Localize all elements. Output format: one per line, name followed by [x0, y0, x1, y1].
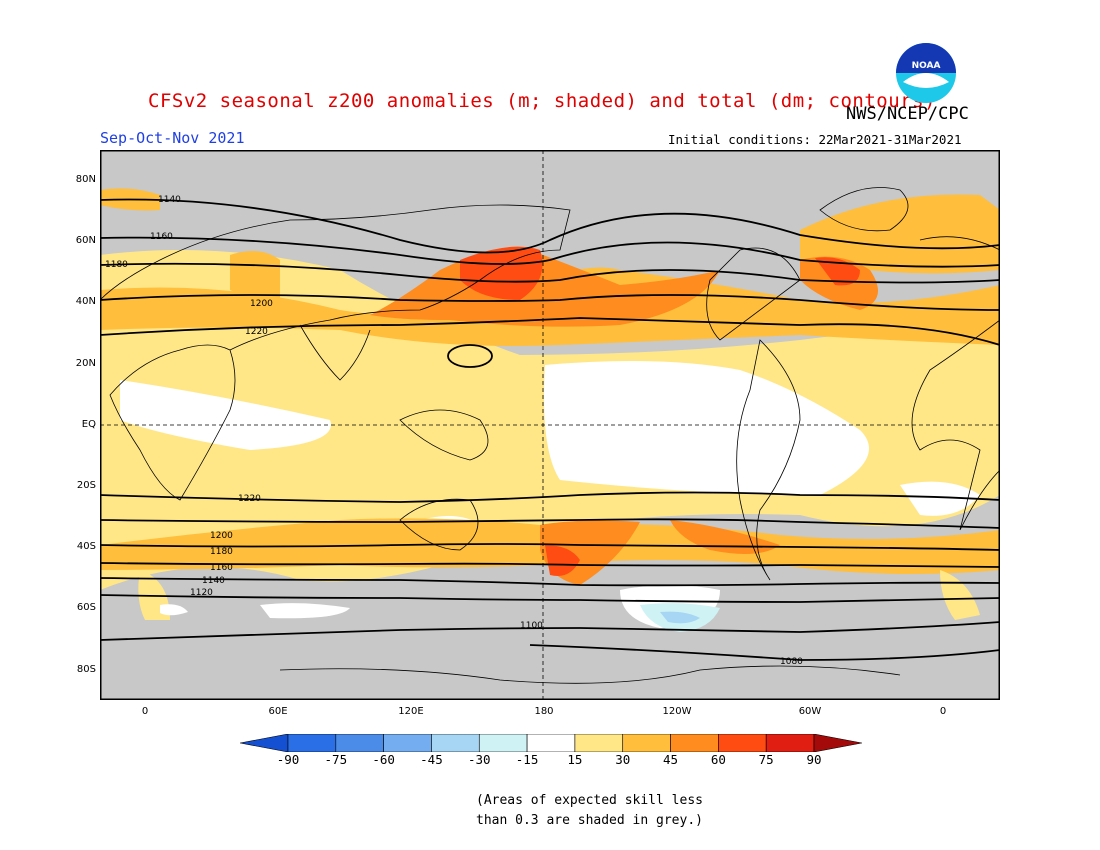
longitude-label: 60E [268, 706, 288, 717]
colorbar-label: 15 [567, 752, 583, 767]
latitude-label: 60S [76, 602, 96, 613]
colorbar-label: 90 [806, 752, 822, 767]
contour-label: 1160 [210, 563, 233, 573]
contour-label: 1100 [520, 621, 543, 631]
colorbar-label: 45 [663, 752, 679, 767]
skill-note: (Areas of expected skill less than 0.3 a… [476, 793, 703, 828]
map-title: CFSv2 seasonal z200 anomalies (m; shaded… [148, 90, 936, 112]
latitude-label: 80S [76, 664, 96, 675]
anomaly-minus30-minus45-region [660, 611, 700, 624]
longitude-label: 120E [398, 706, 424, 717]
longitude-label: 180 [534, 706, 554, 717]
colorbar-cell [287, 734, 337, 752]
colorbar-label: -30 [467, 752, 491, 767]
anomaly-60-75-region [460, 246, 543, 300]
colorbar-label: -60 [372, 752, 395, 767]
neutral-white-region [160, 604, 188, 616]
latitude-label: EQ [81, 419, 96, 430]
colorbar-cell [718, 734, 767, 752]
colorbar-label: 30 [615, 752, 631, 767]
height-contours [100, 198, 1000, 661]
longitude-label: 0 [939, 706, 947, 717]
contour-label: 1160 [150, 232, 173, 242]
neutral-white-region [120, 380, 331, 450]
latitude-label: 80N [75, 174, 96, 185]
colorbar-label: -45 [420, 752, 443, 767]
anomaly-30-45-band [800, 194, 1000, 274]
longitude-label: 120W [662, 706, 692, 717]
colorbar-cell [574, 734, 624, 752]
contour-label: 1200 [210, 531, 233, 541]
longitude-label: 60W [798, 706, 822, 717]
contour-label: 1120 [190, 588, 213, 598]
colorbar-cell [670, 734, 719, 752]
logo-text: NOAA [912, 61, 941, 71]
map-frame [100, 150, 1000, 700]
contour-label: 1180 [210, 547, 233, 557]
colorbar-cell [383, 734, 432, 752]
latitude-label: 60N [75, 235, 96, 246]
neutral-white-region [260, 603, 350, 619]
contour-label: 1220 [238, 494, 261, 504]
colorbar-label: -15 [515, 752, 539, 767]
colorbar-label: 60 [710, 752, 726, 767]
colorbar-label: -75 [324, 752, 348, 767]
contour-label: 1180 [105, 260, 128, 270]
colorbar-cell [431, 734, 480, 752]
anomaly-30-45-band [230, 251, 280, 300]
anomaly-map: 1140 1160 1180 1200 1220 1220 1200 1180 … [100, 150, 1000, 700]
colorbar-cell [478, 734, 528, 752]
colorbar-label: -90 [276, 752, 300, 767]
colorbar-end-low [240, 734, 289, 752]
latitude-label: 40S [76, 541, 96, 552]
contour-label-group: 1140 1160 1180 1200 1220 1220 1200 1180 … [105, 195, 803, 667]
anomaly-60-75-region [545, 545, 580, 576]
contour-label: 1080 [780, 657, 803, 667]
latitude-label: 20S [76, 480, 96, 491]
contour-label: 1200 [250, 299, 273, 309]
latitude-label: 40N [75, 296, 96, 307]
noaa-logo-icon: NOAA [896, 43, 956, 103]
organization-label: NWS/NCEP/CPC [846, 104, 969, 124]
initial-conditions-label: Initial conditions: 22Mar2021-31Mar2021 [668, 132, 962, 147]
contour-label: 1220 [245, 327, 268, 337]
colorbar-cell [335, 734, 384, 752]
colorbar-cell [765, 734, 815, 752]
anomaly-45-60-region [370, 249, 720, 327]
contour-label: 1140 [202, 576, 225, 586]
colorbar-cell [526, 734, 576, 752]
colorbar [240, 734, 862, 752]
neutral-white-region [900, 481, 980, 516]
season-label: Sep-Oct-Nov 2021 [100, 129, 245, 147]
longitude-label: 0 [141, 706, 149, 717]
colorbar-cell [622, 734, 671, 752]
latitude-label: 20N [75, 358, 96, 369]
contour-label: 1140 [158, 195, 181, 205]
colorbar-label: 75 [758, 752, 774, 767]
colorbar-end-high [813, 734, 862, 752]
